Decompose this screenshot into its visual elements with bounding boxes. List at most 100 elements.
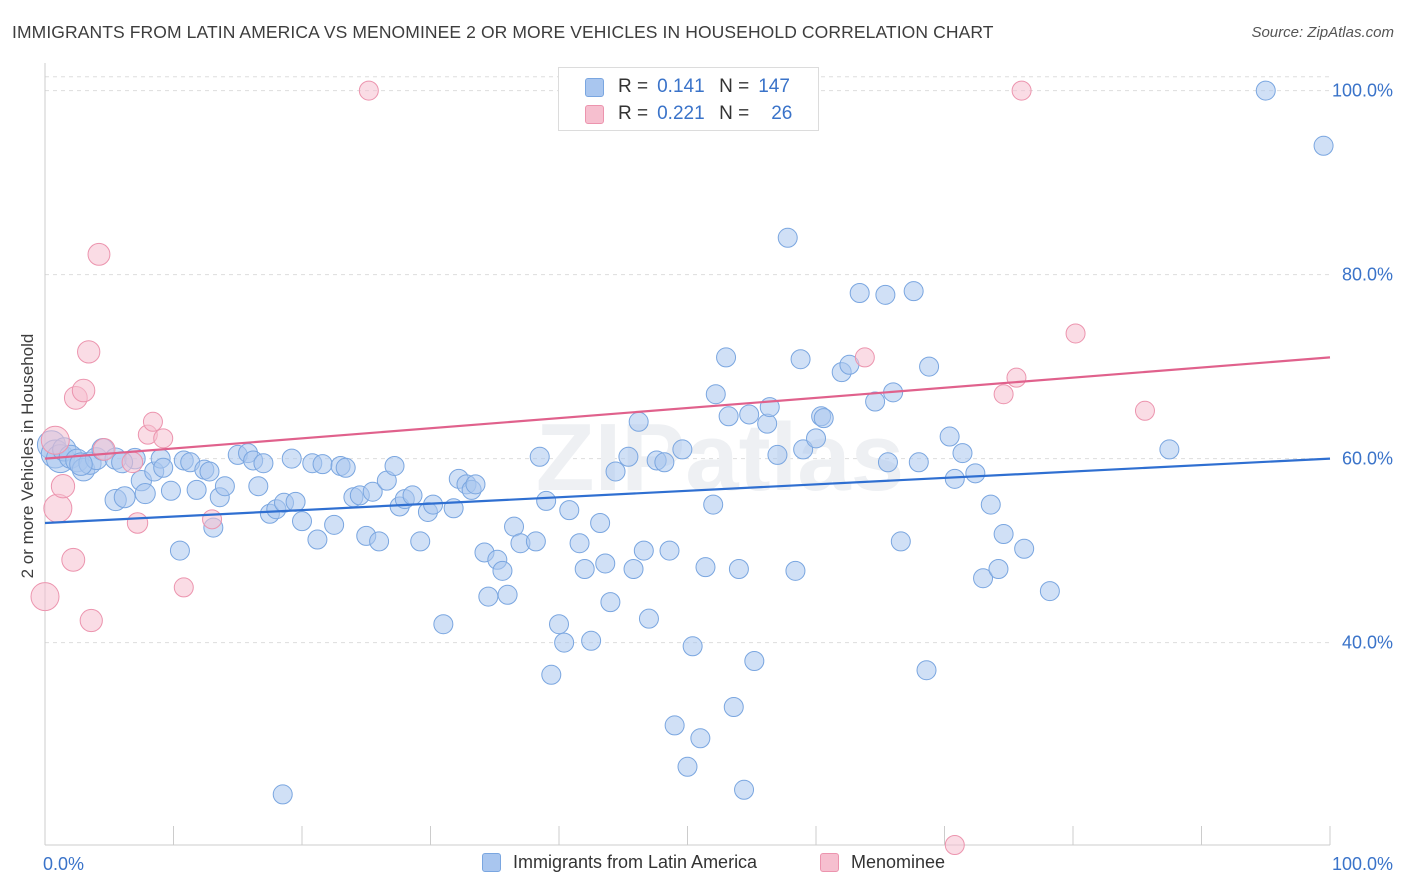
data-point bbox=[908, 452, 929, 473]
data-point bbox=[1006, 367, 1027, 388]
y-tick-label: 80.0% bbox=[1342, 265, 1393, 285]
legend-swatch-pink bbox=[585, 104, 604, 124]
data-point bbox=[402, 485, 423, 506]
data-point bbox=[1313, 135, 1334, 156]
data-point bbox=[744, 651, 765, 671]
data-point bbox=[559, 500, 580, 521]
data-point bbox=[718, 406, 739, 427]
data-point bbox=[30, 582, 60, 612]
data-point bbox=[465, 474, 486, 495]
data-point bbox=[292, 511, 312, 532]
tick-labels: 40.0% 60.0% 80.0% 100.0% 0.0% 100.0% bbox=[43, 81, 1393, 874]
data-point bbox=[849, 283, 870, 303]
data-point bbox=[618, 446, 639, 467]
legend-n-label: N = bbox=[719, 103, 750, 124]
trend-line-menominee bbox=[44, 356, 1331, 460]
bottom-legend-label: Menominee bbox=[851, 852, 946, 872]
data-point bbox=[126, 512, 149, 534]
data-point bbox=[214, 476, 235, 497]
bottom-legend-menominee: Menominee bbox=[820, 852, 945, 873]
data-point bbox=[890, 531, 911, 552]
data-point bbox=[410, 531, 431, 552]
data-point bbox=[590, 513, 611, 533]
data-point bbox=[79, 608, 103, 633]
data-point bbox=[595, 553, 616, 574]
data-point bbox=[703, 494, 724, 515]
legend-r-value: 0.141 bbox=[657, 76, 705, 97]
data-point bbox=[728, 559, 749, 579]
bottom-legend-label: Immigrants from Latin America bbox=[513, 852, 758, 872]
legend-r-label: R = bbox=[618, 103, 649, 124]
data-point bbox=[944, 468, 965, 489]
data-point bbox=[875, 284, 896, 305]
data-point bbox=[549, 614, 569, 635]
data-point bbox=[605, 461, 626, 482]
data-point bbox=[628, 411, 649, 432]
data-point bbox=[672, 439, 693, 460]
data-point bbox=[281, 448, 302, 469]
data-point bbox=[734, 779, 755, 800]
data-point bbox=[307, 529, 328, 550]
data-point bbox=[1065, 323, 1086, 344]
data-point bbox=[705, 384, 726, 405]
grid bbox=[45, 76, 1330, 644]
data-point bbox=[529, 446, 550, 467]
data-point bbox=[682, 636, 703, 657]
data-point bbox=[664, 715, 685, 736]
data-point bbox=[777, 227, 798, 248]
bottom-legend-latin-america: Immigrants from Latin America bbox=[482, 852, 757, 873]
data-point bbox=[160, 480, 181, 501]
data-point bbox=[633, 540, 654, 561]
watermark: ZIPatlas bbox=[536, 404, 904, 511]
data-point bbox=[272, 784, 293, 805]
data-point bbox=[253, 453, 274, 474]
data-point bbox=[1014, 538, 1035, 559]
data-point bbox=[433, 614, 454, 635]
data-point bbox=[813, 408, 834, 429]
data-point bbox=[939, 426, 960, 447]
data-point bbox=[324, 514, 345, 535]
data-point bbox=[944, 835, 965, 855]
data-point bbox=[600, 592, 621, 613]
data-point bbox=[492, 560, 513, 581]
data-point bbox=[384, 455, 405, 476]
data-point bbox=[993, 384, 1014, 405]
data-point bbox=[312, 454, 333, 475]
data-point bbox=[965, 463, 986, 484]
data-point bbox=[854, 347, 875, 368]
data-point bbox=[369, 531, 390, 552]
series-latin-america-points bbox=[36, 80, 1334, 805]
data-point bbox=[581, 630, 602, 651]
data-point bbox=[113, 486, 136, 509]
data-point bbox=[153, 457, 174, 478]
data-point bbox=[362, 481, 383, 502]
data-point bbox=[478, 586, 499, 607]
data-point bbox=[69, 452, 93, 476]
legend-r-value: 0.221 bbox=[657, 103, 705, 124]
legend-r-label: R = bbox=[618, 76, 649, 97]
data-point bbox=[1255, 80, 1276, 101]
data-point bbox=[723, 697, 744, 717]
data-point bbox=[790, 349, 811, 370]
data-point bbox=[973, 568, 994, 589]
legend-n-label: N = bbox=[719, 76, 750, 97]
legend-row-latin-america: R = 0.141 N = 147 bbox=[585, 75, 790, 99]
data-point bbox=[248, 476, 269, 497]
series-menominee-points bbox=[30, 80, 1155, 855]
legend-swatch-blue bbox=[585, 77, 604, 97]
data-point bbox=[50, 474, 76, 499]
data-point bbox=[793, 439, 814, 460]
data-point bbox=[574, 559, 595, 579]
y-tick-label: 100.0% bbox=[1332, 81, 1393, 101]
x-tick-label: 100.0% bbox=[1332, 854, 1393, 874]
legend: R = 0.141 N = 147 R = 0.221 N = 26 bbox=[558, 67, 819, 131]
data-point bbox=[739, 404, 760, 425]
data-point bbox=[677, 756, 698, 777]
data-point bbox=[716, 347, 737, 368]
data-point bbox=[541, 664, 562, 685]
data-point bbox=[202, 509, 223, 530]
trend-lines bbox=[44, 356, 1331, 525]
data-point bbox=[1134, 400, 1155, 421]
data-point bbox=[525, 531, 546, 552]
